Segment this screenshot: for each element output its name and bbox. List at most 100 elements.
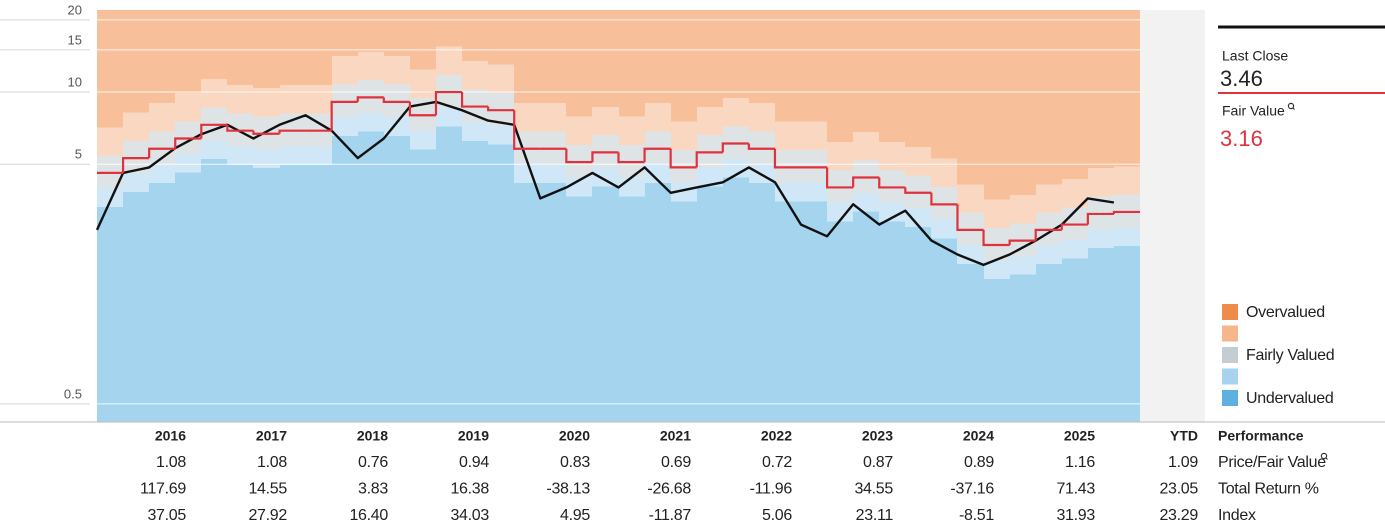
legend-swatch — [1222, 368, 1238, 385]
valuation-band — [853, 211, 879, 422]
valuation-band — [175, 172, 201, 422]
table-cell: 0.83 — [560, 454, 590, 471]
last-close-label: Last Close — [1222, 48, 1288, 64]
fair-value-step — [1034, 228, 1062, 241]
valuation-band — [410, 149, 436, 422]
fair-value-step — [721, 142, 749, 153]
valuation-band — [645, 182, 671, 422]
table-cell: -26.68 — [647, 481, 691, 498]
table-cell: 1.16 — [1065, 454, 1095, 471]
valuation-band — [827, 221, 853, 422]
legend-label: Fairly Valued — [1246, 347, 1334, 364]
row-label: Index — [1218, 507, 1256, 524]
fair-value-step — [956, 204, 984, 231]
fair-value-step — [878, 177, 906, 189]
column-header: 2018 — [357, 428, 388, 444]
fair-value-step — [487, 106, 515, 112]
table-cell: 71.43 — [1056, 481, 1095, 498]
y-tick-label: 15 — [68, 32, 82, 47]
valuation-band — [123, 192, 149, 422]
y-tick-label: 0.5 — [64, 386, 82, 401]
table-cell: 23.05 — [1159, 481, 1198, 498]
column-header: 2019 — [458, 428, 489, 444]
fair-value-step — [1086, 212, 1114, 225]
fair-value-step — [1060, 223, 1088, 230]
fair-value-step — [1008, 239, 1036, 246]
fair-value-step — [826, 167, 854, 189]
legend-swatch — [1222, 304, 1238, 320]
column-header: 2017 — [256, 428, 287, 444]
fair-value-step — [617, 152, 645, 164]
valuation-band — [384, 136, 410, 422]
valuation-band — [149, 182, 175, 422]
table-cell: 14.55 — [248, 481, 287, 498]
y-tick-label: 10 — [68, 74, 82, 89]
table-cell: 31.93 — [1056, 507, 1095, 524]
column-header: 2022 — [761, 428, 792, 444]
legend-swatch — [1222, 347, 1238, 363]
table-cell: -11.96 — [750, 481, 793, 498]
valuation-band — [306, 164, 332, 422]
table-cell: 3.83 — [358, 481, 388, 498]
fair-value-step — [982, 229, 1010, 247]
fair-value-step — [252, 130, 280, 135]
valuation-band — [97, 207, 123, 422]
fair-value-step — [434, 90, 463, 116]
table-cell: 0.69 — [661, 454, 691, 471]
table-cell: 34.55 — [854, 481, 893, 498]
table-cell: -37.16 — [950, 481, 994, 498]
valuation-band — [227, 164, 253, 422]
table-cell: 1.08 — [257, 454, 287, 471]
fair-value-step — [174, 137, 202, 149]
ytd-column — [1140, 10, 1205, 422]
table-cell: -8.51 — [959, 507, 994, 524]
fair-value-step — [148, 147, 176, 159]
valuation-band — [801, 201, 827, 422]
fair-value-step — [773, 148, 802, 169]
fair-value-step — [382, 97, 410, 103]
fair-value-step — [200, 123, 228, 139]
valuation-band — [514, 182, 540, 422]
row-label: Total Return % — [1218, 481, 1319, 498]
fair-value-step — [930, 192, 958, 206]
valuation-band — [540, 182, 566, 422]
table-cell: -11.87 — [649, 507, 692, 524]
legend-swatch — [1222, 325, 1238, 342]
fair-value-label: Fair Value — [1222, 103, 1285, 119]
fair-value-step — [904, 187, 932, 194]
quant-icon — [1287, 102, 1295, 110]
valuation-band — [201, 158, 227, 422]
table-cell: 23.11 — [856, 507, 894, 524]
table-cell: 0.94 — [459, 454, 489, 471]
quant-icon — [1320, 452, 1328, 460]
fair-value-step — [747, 143, 775, 150]
fair-value-step — [278, 129, 306, 134]
valuation-band — [984, 278, 1010, 422]
valuation-band — [1088, 248, 1114, 422]
table-cell: 27.92 — [248, 507, 287, 524]
column-header: 2016 — [155, 428, 186, 444]
table-cell: 23.29 — [1159, 507, 1198, 524]
table-cell: 4.95 — [560, 507, 590, 524]
valuation-band — [697, 186, 723, 422]
fair-value-step — [695, 151, 723, 168]
table-cell: 0.72 — [762, 454, 792, 471]
valuation-band — [566, 196, 592, 422]
fair-value-step — [852, 176, 880, 188]
valuation-band — [462, 140, 488, 422]
fair-value-step — [591, 151, 619, 163]
valuation-band — [775, 201, 801, 422]
valuation-band — [253, 168, 280, 422]
table-cell: 16.38 — [450, 481, 489, 498]
valuation-band — [1036, 263, 1062, 422]
table-cell: 34.03 — [450, 507, 489, 524]
valuation-band — [723, 177, 749, 422]
table-cell: 0.76 — [358, 454, 388, 471]
valuation-band — [358, 131, 384, 422]
column-header: 2021 — [660, 428, 691, 444]
fair-value-step — [513, 110, 541, 150]
fair-value-step — [643, 147, 671, 163]
fair-value-step — [565, 148, 593, 164]
y-tick-label: 5 — [75, 147, 82, 162]
